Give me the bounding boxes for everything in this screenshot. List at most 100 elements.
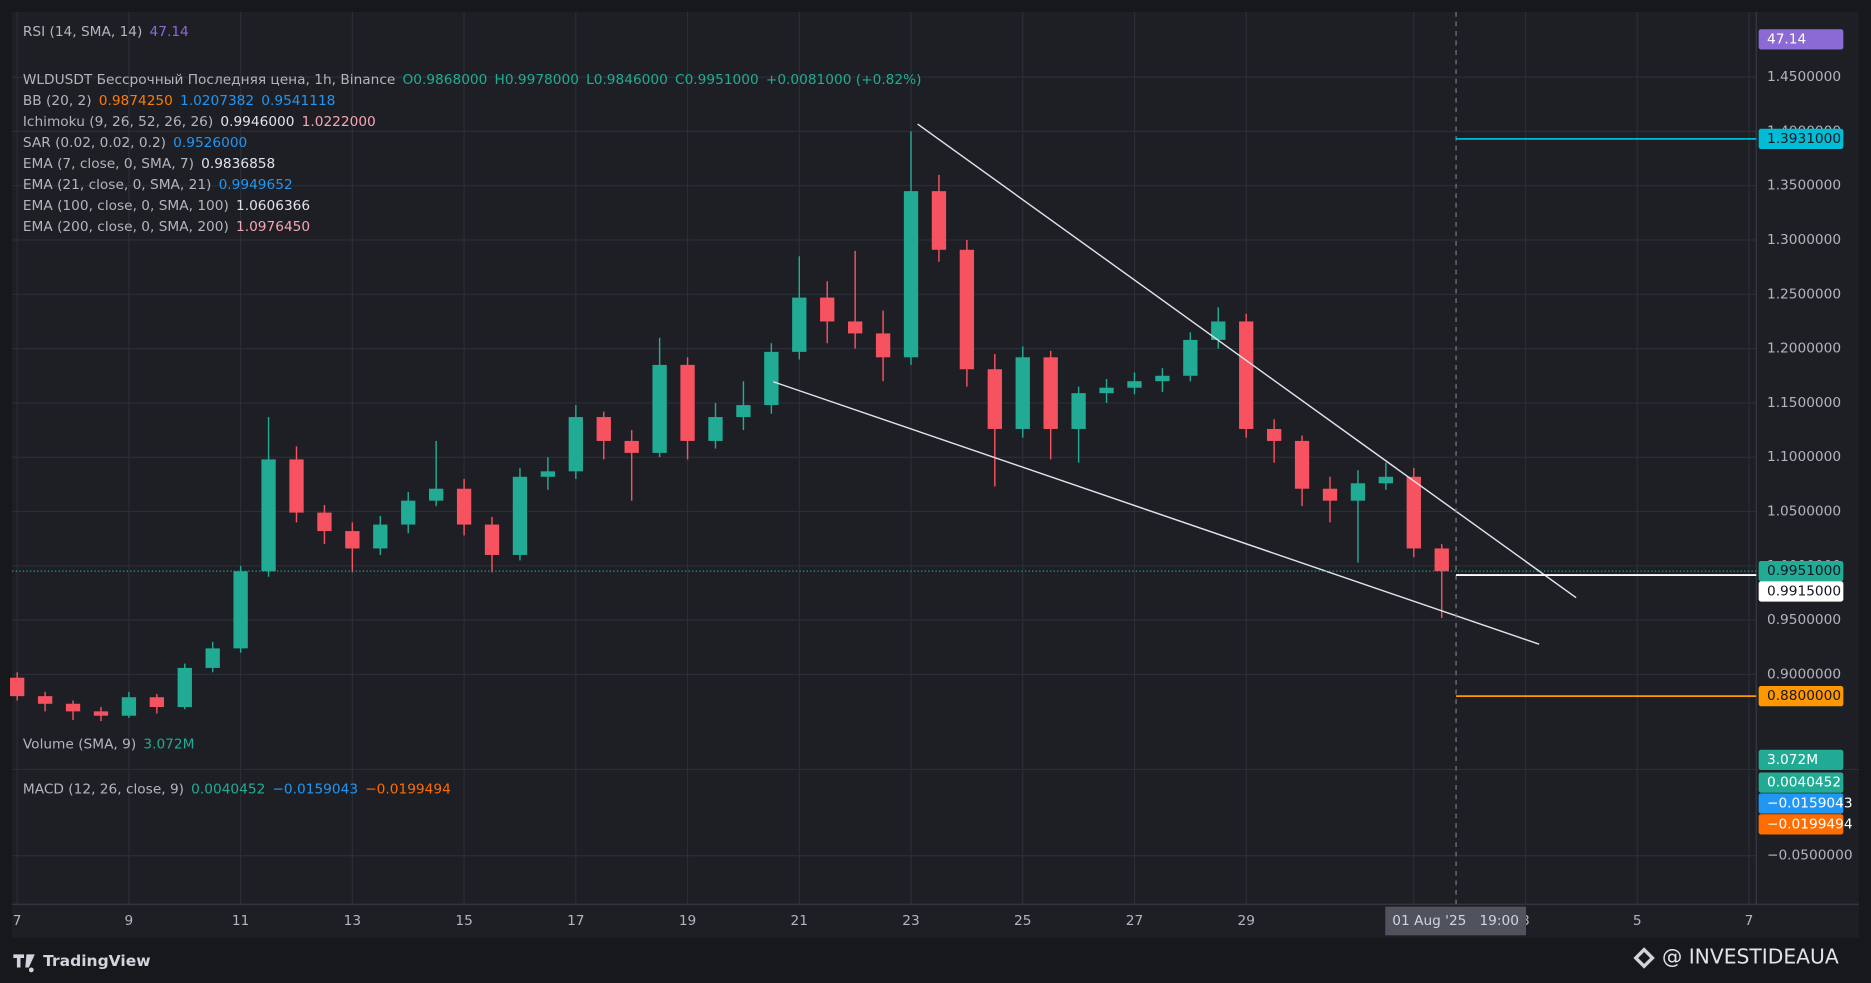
legend-value: 0.9836858 bbox=[201, 156, 275, 172]
legend-name: Volume (SMA, 9) bbox=[23, 736, 136, 752]
candle-body bbox=[1071, 393, 1086, 429]
price-badge bbox=[1758, 772, 1844, 793]
legend-name: WLDUSDT Бессрочный Последняя цена, 1h, B… bbox=[23, 72, 395, 88]
candles bbox=[10, 131, 1449, 722]
legend-value: O0.9868000 bbox=[402, 72, 487, 88]
legend-name: RSI (14, SMA, 14) bbox=[23, 24, 143, 40]
price-badge-label: 0.9915000 bbox=[1767, 583, 1841, 599]
candle-body bbox=[1127, 381, 1142, 388]
legend-name: MACD (12, 26, close, 9) bbox=[23, 782, 184, 798]
legend-line: Volume (SMA, 9) 3.072M bbox=[23, 736, 195, 752]
candle-body bbox=[401, 500, 416, 525]
legend-value: 3.072M bbox=[143, 736, 194, 752]
brand-logo bbox=[13, 954, 35, 973]
candle-body bbox=[205, 648, 220, 668]
cursor-time-label: 01 Aug '25 19:00 bbox=[1392, 913, 1519, 929]
candle-body bbox=[121, 697, 137, 716]
legend-line: EMA (21, close, 0, SMA, 21) 0.9949652 bbox=[23, 177, 293, 193]
legend-name: EMA (200, close, 0, SMA, 200) bbox=[23, 219, 229, 235]
legend-value: H0.9978000 bbox=[495, 72, 579, 88]
candle-body bbox=[1378, 476, 1394, 484]
x-tick-label: 15 bbox=[455, 913, 472, 929]
candle-body bbox=[792, 297, 807, 352]
candle-body bbox=[10, 677, 25, 697]
watermark: @ INVESTIDEAUA bbox=[1662, 944, 1839, 968]
x-tick-label: 7 bbox=[1745, 913, 1754, 929]
candle-body bbox=[177, 667, 192, 708]
candle-body bbox=[736, 405, 751, 418]
candle-body bbox=[680, 364, 695, 441]
candle-body bbox=[1322, 488, 1338, 501]
price-badge-label: −0.0159043 bbox=[1767, 795, 1853, 811]
price-badge-label: 0.0040452 bbox=[1767, 775, 1841, 791]
legend-value: 0.9874250 bbox=[99, 93, 173, 109]
price-badge-label: 47.14 bbox=[1767, 31, 1806, 47]
y-tick-label: 1.4500000 bbox=[1767, 69, 1841, 85]
price-badge-label: 1.3931000 bbox=[1767, 131, 1841, 147]
price-badge-label: 0.9951000 bbox=[1767, 563, 1841, 579]
legend-value: −0.0159043 bbox=[272, 782, 358, 798]
legend-line: Ichimoku (9, 26, 52, 26, 26) 0.9946000 1.0… bbox=[23, 114, 376, 130]
x-tick-label: 25 bbox=[1014, 913, 1031, 929]
candle-body bbox=[540, 471, 556, 477]
legend-name: EMA (21, close, 0, SMA, 21) bbox=[23, 177, 212, 193]
cursor-time-box bbox=[1385, 906, 1527, 936]
candle-body bbox=[820, 297, 835, 322]
candle-body bbox=[1099, 387, 1114, 394]
legend-line: WLDUSDT Бессрочный Последняя цена, 1h, B… bbox=[23, 72, 922, 88]
y-tick-label: 1.3000000 bbox=[1767, 232, 1841, 248]
y-tick-label: 1.1500000 bbox=[1767, 395, 1841, 411]
candle-body bbox=[1211, 321, 1226, 340]
legend-value: 1.0207382 bbox=[180, 93, 254, 109]
price-badge-label: 3.072M bbox=[1767, 752, 1818, 768]
trend-line-lower bbox=[773, 381, 1540, 645]
legend-name: BB (20, 2) bbox=[23, 93, 92, 109]
legend-name: Ichimoku (9, 26, 52, 26, 26) bbox=[23, 114, 213, 130]
price-badge bbox=[1758, 793, 1844, 814]
candle-body bbox=[1015, 357, 1030, 429]
candle-body bbox=[847, 321, 863, 334]
candle-body bbox=[708, 417, 723, 441]
legend-name: SAR (0.02, 0.02, 0.2) bbox=[23, 135, 166, 151]
price-badge bbox=[1758, 561, 1844, 582]
candle-body bbox=[1239, 321, 1254, 429]
candle-body bbox=[429, 488, 444, 501]
brand: TradingView bbox=[43, 952, 150, 970]
candle-body bbox=[568, 417, 583, 472]
candle-body bbox=[764, 351, 779, 406]
x-tick-label: 19 bbox=[679, 913, 696, 929]
legend-value: 47.14 bbox=[150, 24, 189, 40]
legend-line: RSI (14, SMA, 14) 47.14 bbox=[23, 24, 189, 40]
candle-body bbox=[931, 191, 947, 250]
x-tick-label: 5 bbox=[1633, 913, 1642, 929]
candle-body bbox=[596, 417, 611, 441]
y-tick-label: 1.2500000 bbox=[1767, 286, 1841, 302]
price-badge bbox=[1758, 686, 1844, 707]
candle-body bbox=[289, 459, 304, 513]
footer: TradingView @ INVESTIDEAUA bbox=[0, 941, 1871, 983]
legend-value: 1.0606366 bbox=[236, 198, 310, 214]
legend-line: BB (20, 2) 0.9874250 1.0207382 0.9541118 bbox=[23, 93, 336, 109]
candle-body bbox=[1155, 375, 1170, 382]
x-tick-label: 27 bbox=[1126, 913, 1143, 929]
legend-value: 0.9949652 bbox=[219, 177, 293, 193]
candle-body bbox=[233, 571, 248, 649]
legend-value: L0.9846000 bbox=[586, 72, 668, 88]
legend-name: EMA (7, close, 0, SMA, 7) bbox=[23, 156, 194, 172]
candle-body bbox=[149, 697, 164, 708]
price-badge bbox=[1758, 29, 1844, 50]
price-badge-label: −0.0199494 bbox=[1767, 816, 1853, 832]
legend-value: +0.0081000 (+0.82%) bbox=[766, 72, 922, 88]
candle-body bbox=[345, 531, 360, 549]
candle-body bbox=[1183, 339, 1198, 376]
candle-body bbox=[512, 476, 528, 555]
legend-value: 1.0976450 bbox=[236, 219, 310, 235]
y-tick-label: 1.0500000 bbox=[1767, 504, 1841, 520]
candle-body bbox=[456, 488, 472, 525]
candle-body bbox=[875, 333, 891, 358]
candle-body bbox=[1434, 548, 1449, 572]
price-badge bbox=[1758, 814, 1844, 835]
legend-name: EMA (100, close, 0, SMA, 100) bbox=[23, 198, 229, 214]
x-tick-label: 17 bbox=[567, 913, 584, 929]
